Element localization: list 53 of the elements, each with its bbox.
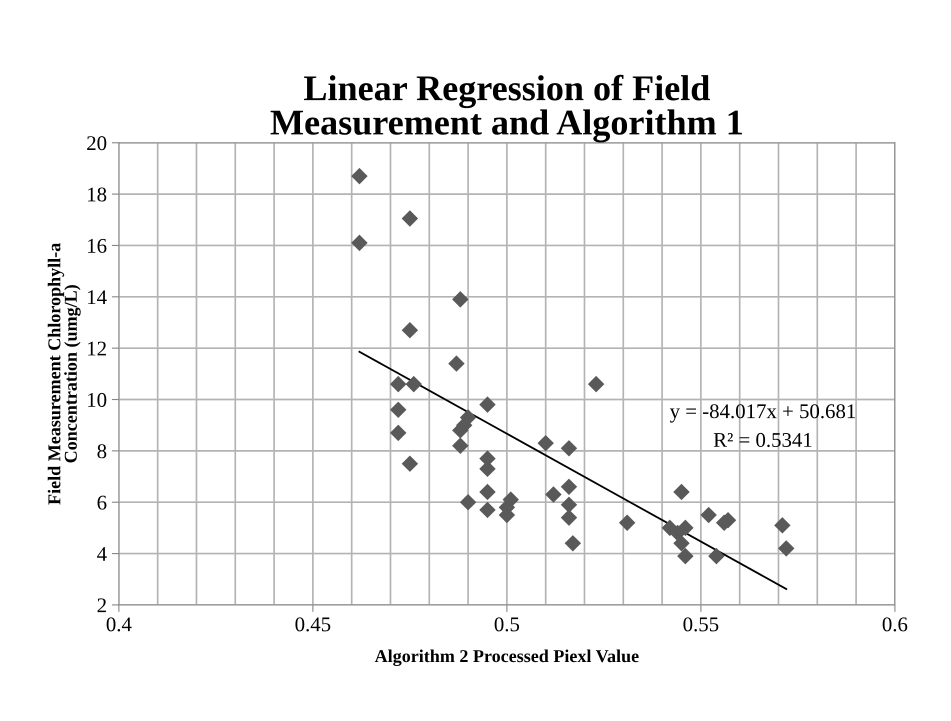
x-axis-title: Algorithm 2 Processed Piexl Value: [374, 650, 639, 666]
annotation: y = -84.017x + 50.681: [670, 404, 856, 423]
x-tick-label: 0.5: [494, 617, 520, 632]
y-tick-label: 2: [98, 598, 106, 612]
x-tick-label: 0.45: [295, 617, 330, 632]
y-tick-label: 8: [97, 444, 106, 458]
point: [406, 376, 422, 392]
point: [560, 478, 578, 496]
y-tick-label: 4: [97, 547, 107, 561]
point: [351, 234, 368, 252]
point: [390, 376, 406, 392]
annotation: R² = 0.5341: [714, 432, 812, 448]
point: [479, 396, 496, 413]
point: [677, 548, 694, 564]
point: [708, 548, 725, 564]
point: [588, 376, 604, 392]
point: [673, 484, 690, 500]
y-tick-label: 20: [87, 136, 106, 150]
point: [560, 440, 578, 457]
point: [452, 291, 469, 308]
point: [677, 520, 694, 536]
y-tick-label: 16: [88, 238, 106, 253]
y-tick-label: 18: [88, 187, 106, 202]
point: [402, 210, 418, 227]
point: [402, 322, 418, 338]
y-tick-label: 10: [88, 392, 106, 407]
point: [479, 502, 496, 518]
point: [452, 438, 469, 454]
point: [774, 517, 791, 534]
point: [351, 168, 368, 184]
x-tick-label: 0.6: [882, 617, 908, 632]
x-tick-label: 0.4: [106, 617, 132, 632]
point: [700, 506, 717, 524]
point: [673, 535, 690, 552]
point: [537, 434, 554, 452]
point: [448, 355, 465, 372]
point: [560, 509, 578, 526]
point: [460, 494, 476, 510]
point: [564, 535, 582, 552]
x-tick-label: 0.55: [683, 617, 718, 632]
point: [390, 424, 406, 442]
point: [560, 496, 578, 513]
point: [390, 402, 406, 418]
y-tick-label: 12: [88, 342, 106, 356]
y-tick-label: 6: [98, 496, 106, 510]
y-axis-title: Field Measurement Chlorophyll-a Concentration (umg/L): [48, 243, 81, 505]
point: [402, 455, 418, 472]
point: [545, 486, 562, 503]
point: [778, 540, 794, 557]
point: [618, 514, 636, 531]
chart-title: Linear Regression of Field Measurement and Algorithm 1: [270, 74, 742, 142]
y-tick-label: 14: [88, 290, 107, 304]
point: [479, 484, 496, 500]
